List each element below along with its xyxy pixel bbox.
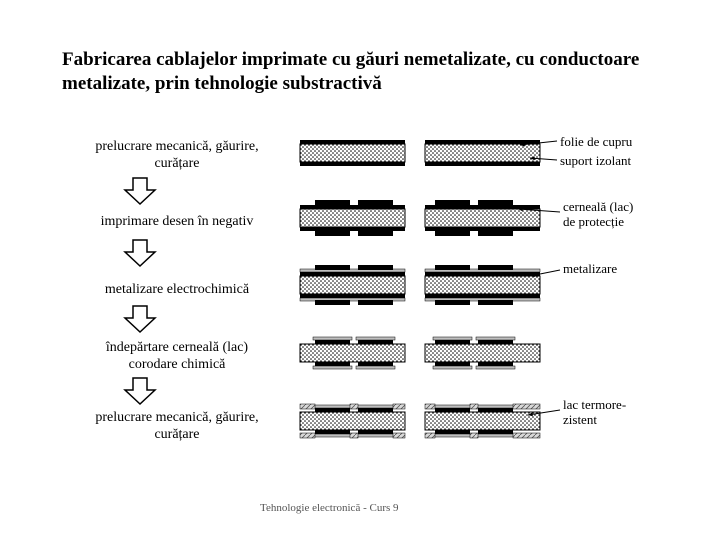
footer-text: Tehnologie electronică - Curs 9 <box>260 502 399 514</box>
process-diagram <box>0 0 720 540</box>
